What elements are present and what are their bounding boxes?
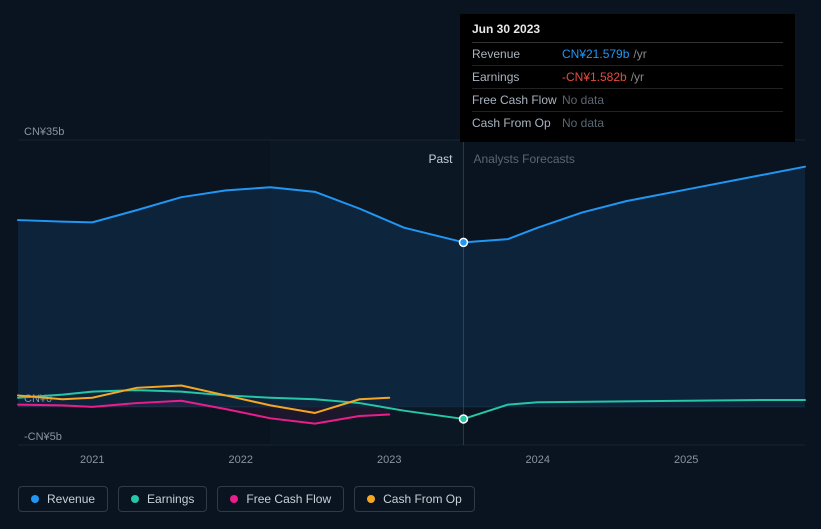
- forecast-label: Analysts Forecasts: [473, 152, 574, 166]
- legend-dot-icon: [31, 495, 39, 503]
- tooltip-row-value: No data: [562, 93, 604, 107]
- legend-dot-icon: [131, 495, 139, 503]
- tooltip-row-value: -CN¥1.582b: [562, 70, 627, 84]
- tooltip-row: Free Cash FlowNo data: [472, 89, 783, 112]
- tooltip-date: Jun 30 2023: [472, 22, 783, 43]
- svg-text:2023: 2023: [377, 454, 401, 466]
- svg-text:2024: 2024: [525, 454, 549, 466]
- legend-label: Cash From Op: [383, 492, 462, 506]
- legend-dot-icon: [230, 495, 238, 503]
- legend-label: Earnings: [147, 492, 194, 506]
- chart-legend: Revenue Earnings Free Cash Flow Cash From O…: [18, 486, 475, 512]
- chart-tooltip: Jun 30 2023 RevenueCN¥21.579b/yrEarnings…: [460, 14, 795, 142]
- tooltip-row-unit: /yr: [633, 47, 646, 61]
- tooltip-row-label: Free Cash Flow: [472, 93, 562, 107]
- past-label: Past: [428, 152, 452, 166]
- tooltip-row-value: No data: [562, 116, 604, 130]
- tooltip-row-label: Revenue: [472, 47, 562, 61]
- tooltip-row-label: Cash From Op: [472, 116, 562, 130]
- tooltip-row: RevenueCN¥21.579b/yr: [472, 43, 783, 66]
- tooltip-row: Cash From OpNo data: [472, 112, 783, 134]
- legend-item-earnings[interactable]: Earnings: [118, 486, 207, 512]
- legend-item-fcf[interactable]: Free Cash Flow: [217, 486, 344, 512]
- svg-text:2021: 2021: [80, 454, 104, 466]
- financial-chart: -CN¥5bCN¥0CN¥35b20212022202320242025 Pas…: [0, 0, 821, 524]
- tooltip-row-value: CN¥21.579b: [562, 47, 629, 61]
- legend-item-cfo[interactable]: Cash From Op: [354, 486, 475, 512]
- svg-text:2025: 2025: [674, 454, 698, 466]
- legend-dot-icon: [367, 495, 375, 503]
- tooltip-row-label: Earnings: [472, 70, 562, 84]
- svg-text:2022: 2022: [228, 454, 252, 466]
- svg-text:CN¥35b: CN¥35b: [24, 126, 64, 138]
- svg-text:-CN¥5b: -CN¥5b: [24, 431, 62, 443]
- legend-label: Free Cash Flow: [246, 492, 331, 506]
- tooltip-row-unit: /yr: [631, 70, 644, 84]
- legend-item-revenue[interactable]: Revenue: [18, 486, 108, 512]
- tooltip-row: Earnings-CN¥1.582b/yr: [472, 66, 783, 89]
- legend-label: Revenue: [47, 492, 95, 506]
